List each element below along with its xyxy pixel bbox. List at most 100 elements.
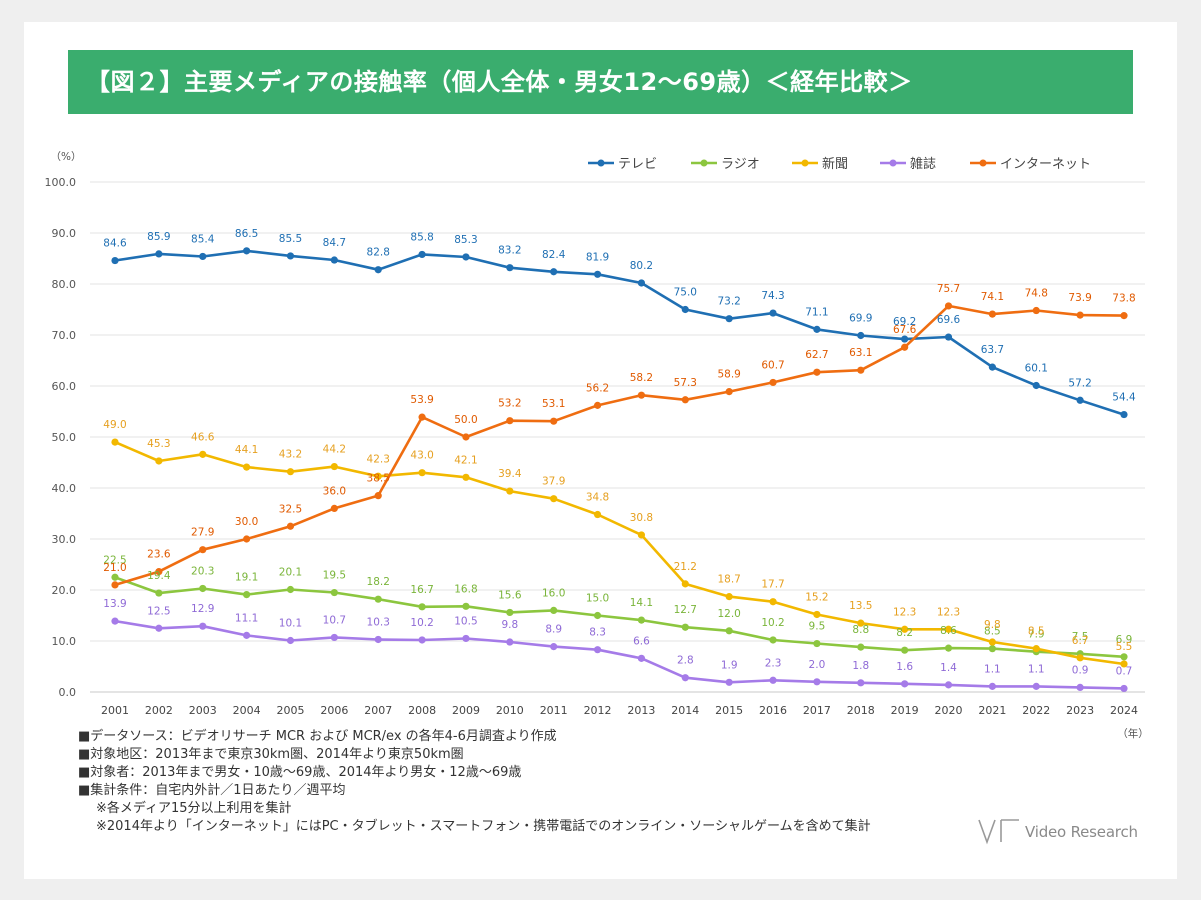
data-point [374,492,382,500]
footnotes: ■データソース：ビデオリサーチ MCR および MCR/ex の各年4-6月調査… [78,728,978,836]
data-label: 34.8 [586,492,609,504]
data-label: 58.9 [717,369,740,381]
x-tick-label: 2020 [935,704,963,717]
legend-marker [801,159,809,167]
data-label: 22.5 [103,554,126,566]
data-label: 2.8 [677,655,694,667]
data-point [769,309,777,317]
data-label: 75.0 [674,287,697,299]
data-label: 85.5 [279,233,302,245]
data-label: 10.3 [367,616,390,628]
footnote-area: ■対象地区：2013年まで東京30km圏、2014年より東京50km圏 [78,747,464,762]
data-point [857,619,865,627]
data-point [1120,684,1128,693]
x-tick-label: 2014 [671,704,699,717]
data-point [199,546,207,554]
legend-label: 新聞 [822,156,848,172]
data-point [374,472,382,480]
data-label: 53.9 [410,394,433,406]
data-label: 73.8 [1112,293,1135,305]
data-point [988,638,996,646]
data-point [1076,683,1084,692]
data-label: 23.6 [147,549,171,561]
x-tick-label: 2009 [452,704,480,717]
data-label: 39.4 [498,468,522,480]
data-label: 73.2 [717,296,740,308]
data-label: 75.7 [937,283,960,295]
data-label: 56.2 [586,382,609,394]
data-label: 18.2 [367,576,390,588]
data-point [506,608,514,617]
data-point [944,302,953,310]
data-point [593,270,602,278]
y-tick-label: 90.0 [52,227,77,240]
data-point [199,622,207,630]
data-point [330,256,338,264]
data-label: 69.6 [937,314,961,326]
data-point [725,388,733,396]
data-label: 30.8 [630,512,653,524]
data-label: 69.2 [893,316,916,328]
data-label: 19.4 [147,570,171,582]
data-label: 53.2 [498,398,521,410]
y-tick-label: 40.0 [52,482,77,495]
data-point [1120,653,1128,661]
data-label: 1.6 [896,661,913,673]
data-point [681,305,689,314]
data-point [988,363,996,371]
data-label: 21.0 [103,562,126,574]
footnote-15min: ※各メディア15分以上利用を集計 [96,801,292,816]
data-point [725,593,733,601]
data-label: 74.8 [1025,288,1048,300]
data-point [988,310,996,318]
data-point [988,682,996,690]
data-label: 8.2 [896,627,913,639]
data-label: 85.9 [147,231,170,243]
chart-title: 【図２】主要メディアの接触率（個人全体・男女12～69歳）＜経年比較＞ [86,68,913,96]
series-line [114,304,1125,587]
data-point [111,573,119,581]
data-point [199,450,207,458]
data-point [1076,396,1084,404]
data-point [593,401,602,409]
data-point [857,679,865,687]
data-label: 1.4 [940,662,957,674]
data-point [593,646,602,654]
series-line [114,440,1125,666]
data-label: 1.1 [1028,663,1045,675]
data-point [506,638,514,646]
data-label: 63.7 [981,344,1004,356]
x-tick-label: 2007 [364,704,392,717]
data-point [243,535,251,543]
data-point [418,636,426,644]
data-label: 37.9 [542,476,565,488]
data-label: 53.1 [542,398,565,410]
data-point [243,631,251,639]
data-label: 6.6 [633,635,650,647]
data-label: 13.5 [849,600,872,612]
data-label: 73.9 [1068,292,1091,304]
x-tick-label: 2017 [803,704,831,717]
legend-label: ラジオ [721,157,760,172]
x-tick-label: 2003 [189,704,217,717]
data-point [374,595,382,603]
legend-label: 雑誌 [910,156,936,172]
x-tick-label: 2022 [1022,704,1050,717]
data-label: 7.5 [1072,631,1089,643]
data-label: 30.0 [235,516,258,528]
data-point [550,417,558,425]
data-label: 57.3 [674,377,697,389]
data-label: 2.0 [809,659,826,671]
data-label: 8.6 [940,625,957,637]
data-point [374,635,382,644]
x-tick-label: 2024 [1110,704,1138,717]
data-label: 67.6 [893,324,917,336]
data-point [857,366,865,374]
data-point [199,252,207,261]
data-label: 17.7 [761,579,784,591]
data-point [111,581,119,589]
data-point [418,603,426,611]
data-label: 21.2 [674,561,697,573]
data-point [1120,410,1128,419]
data-label: 16.8 [454,583,477,595]
